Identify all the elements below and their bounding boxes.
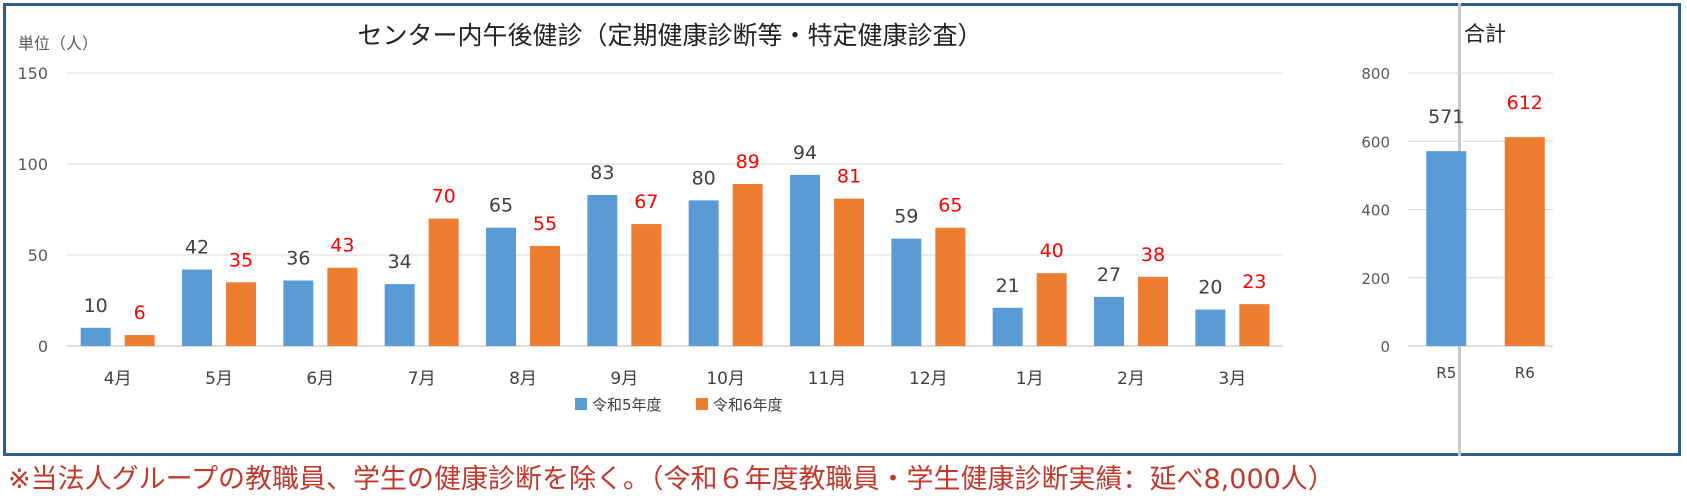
data-label: 10 [84,295,108,317]
data-label: 40 [1040,240,1064,262]
bar [327,267,358,346]
data-label: 612 [1507,92,1543,114]
bar [428,218,459,346]
data-label: 94 [793,142,817,164]
bar [226,282,256,346]
bar [1036,273,1067,346]
bar [891,238,922,346]
x-tick-label: 7月 [408,369,436,389]
data-label: 42 [185,237,209,259]
y-tick-label: 400 [1361,202,1390,220]
data-label: 59 [894,206,918,228]
legend-label: 令和5年度 [592,396,662,414]
x-tick-label: R5 [1436,364,1456,382]
bar [1195,309,1226,346]
legend-swatch [575,398,587,410]
y-tick-label: 800 [1361,65,1390,83]
y-tick-label: 0 [38,337,48,356]
data-label: 65 [489,195,513,217]
data-label: 6 [134,302,146,324]
bar [688,200,719,346]
data-label: 21 [996,275,1020,297]
legend-swatch [696,398,708,410]
bar [1138,276,1168,346]
y-tick-label: 600 [1361,133,1390,151]
bar [631,224,662,346]
bar [935,227,966,346]
x-tick-label: 2月 [1117,369,1145,389]
bar [790,174,820,346]
total-chart: 合計 0 200 400 600 800 571 R5 612 R6 [1361,22,1553,382]
bar [80,327,111,346]
y-tick-label: 150 [17,64,48,83]
x-tick-label: 4月 [104,369,132,389]
data-label: 81 [837,166,861,188]
bar [182,269,212,346]
bar [486,227,516,346]
x-tick-label: 1月 [1016,369,1044,389]
data-label: 43 [330,235,354,257]
x-tick-label: 5月 [205,369,233,389]
data-label: 55 [533,213,557,235]
bar [1239,304,1270,346]
data-label: 67 [634,191,658,213]
x-tick-label: 11月 [808,369,847,389]
y-tick-label: 100 [17,155,48,174]
bar [1426,151,1467,346]
bar [124,335,155,346]
monthly-chart: センター内午後健診（定期健康診断等・特定健康診査） 単位（人） 0 50 100 150 4… [17,21,1283,414]
data-label: 27 [1097,264,1121,286]
footnote: ※当法人グループの教職員、学生の健康診断を除く。（令和６年度教職員・学生健康診断… [8,464,1335,495]
y-tick-label: 0 [1380,338,1390,356]
data-label: 35 [229,249,253,271]
data-label: 571 [1428,106,1464,128]
y-tick-label: 50 [28,246,48,265]
bar [1094,296,1124,346]
x-tick-label: 10月 [706,369,745,389]
data-label: 36 [286,247,310,269]
data-label: 65 [938,195,962,217]
bar [530,245,560,346]
bar [587,194,618,346]
chart-title: センター内午後健診（定期健康診断等・特定健康診査） [357,21,982,50]
x-tick-label: R6 [1515,364,1535,382]
bar [283,280,314,346]
x-tick-label: 12月 [909,369,948,389]
x-tick-label: 6月 [306,369,334,389]
bar [834,198,864,346]
data-label: 23 [1242,271,1266,293]
data-label: 83 [590,162,614,184]
bar [384,284,415,346]
data-label: 38 [1141,244,1165,266]
data-label: 20 [1198,277,1222,299]
x-tick-label: 8月 [509,369,537,389]
y-tick-label: 200 [1361,270,1390,288]
bar [732,184,763,346]
data-label: 80 [692,167,716,189]
bar [1504,137,1545,346]
x-tick-label: 3月 [1218,369,1246,389]
total-chart-title: 合計 [1464,22,1506,46]
y-axis-unit-label: 単位（人） [18,34,98,53]
bar [992,307,1023,346]
x-tick-label: 9月 [610,369,638,389]
data-label: 34 [388,251,412,273]
data-label: 70 [432,186,456,208]
legend-label: 令和6年度 [713,396,783,414]
data-label: 89 [736,151,760,173]
